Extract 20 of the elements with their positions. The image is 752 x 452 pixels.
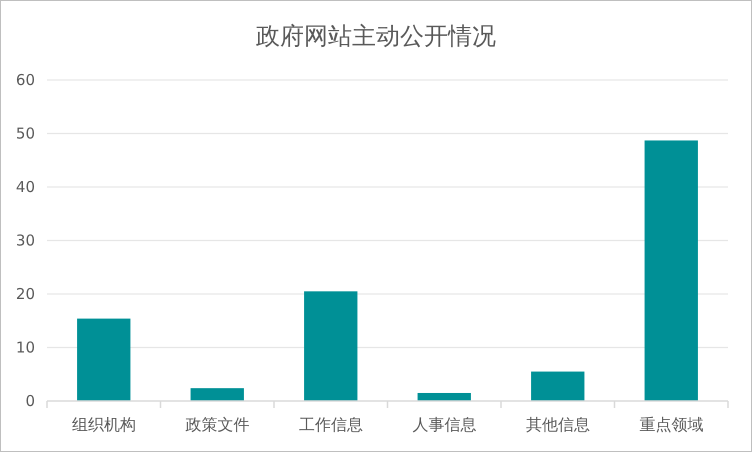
x-tick-label: 重点领域: [639, 415, 704, 434]
bar: [77, 318, 130, 401]
y-tick-label: 60: [16, 71, 35, 89]
bar: [304, 291, 358, 401]
x-tick-label: 人事信息: [412, 415, 476, 434]
x-tick-label: 政策文件: [185, 415, 250, 434]
y-tick-label: 10: [16, 338, 35, 356]
bar: [418, 392, 471, 401]
bar: [644, 140, 698, 401]
y-tick-label: 40: [16, 178, 35, 196]
y-tick-label: 30: [16, 232, 35, 250]
x-tick-label: 其他信息: [526, 415, 590, 434]
bar: [531, 372, 584, 401]
y-tick-label: 20: [16, 285, 35, 303]
x-tick-label: 组织机构: [72, 415, 136, 434]
x-tick-label: 工作信息: [298, 415, 363, 434]
chart-title: 政府网站主动公开情况: [256, 22, 496, 50]
y-tick-label: 0: [25, 392, 35, 410]
y-tick-label: 50: [16, 124, 35, 142]
bar: [190, 388, 244, 401]
